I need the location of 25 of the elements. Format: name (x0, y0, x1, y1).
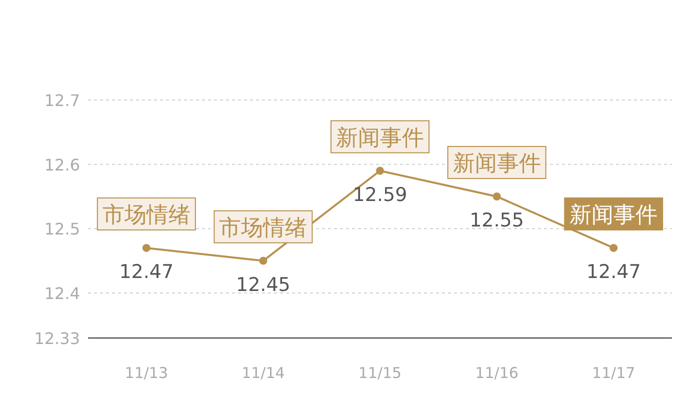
point (259, 256, 268, 265)
y-tick-label: 12.6 (44, 155, 80, 174)
point (142, 244, 150, 252)
y-tick-label: 12.33 (34, 329, 80, 348)
data-label: 12.45 (236, 274, 290, 296)
data-label: 12.55 (470, 209, 524, 232)
annotation: 新闻事件 (336, 126, 424, 151)
x-tick-label: 11/13 (124, 364, 168, 382)
annotation: 市场情绪 (102, 202, 190, 228)
y-tick-label: 12.5 (44, 220, 80, 239)
annotation: 新闻事件 (452, 151, 541, 176)
x-tick-label: 11/17 (592, 364, 636, 382)
x-tick-label: 11/16 (475, 364, 518, 382)
data-label: 12.47 (586, 260, 641, 283)
annotation: 新闻事件 (570, 202, 658, 228)
y-tick-label: 12.4 (44, 284, 80, 303)
x-tick-label: 11/15 (358, 364, 402, 382)
point (610, 244, 618, 252)
y-tick-label: 12.7 (44, 91, 80, 110)
data-label: 12.59 (352, 184, 408, 206)
point (376, 166, 384, 175)
x-tick-label: 11/14 (242, 364, 285, 382)
data-label: 12.47 (119, 260, 174, 283)
point (492, 192, 501, 200)
annotation: 市场情绪 (219, 216, 308, 241)
